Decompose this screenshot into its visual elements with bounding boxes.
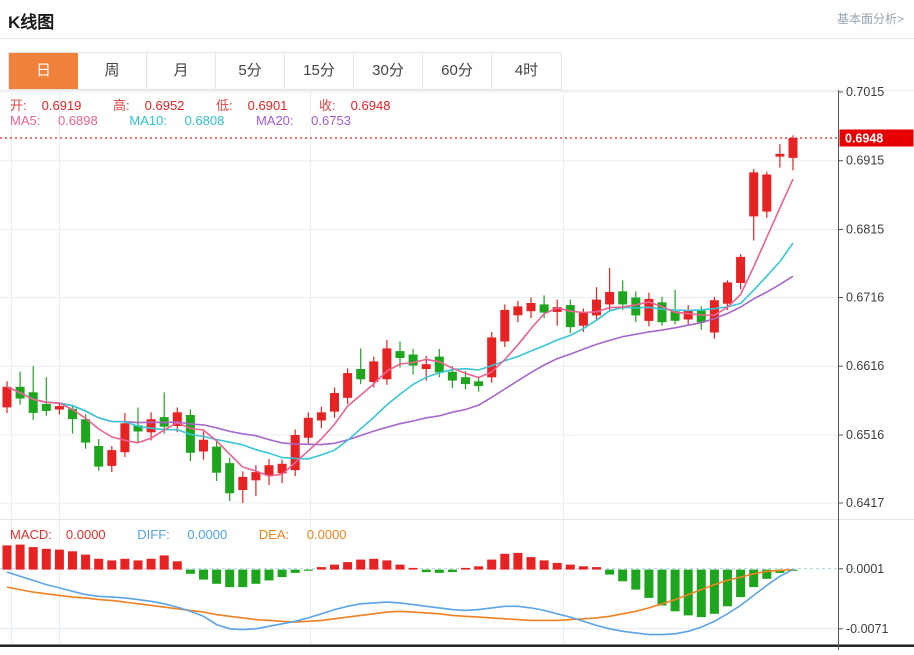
dea-line: [6, 568, 794, 623]
ma20-line: [6, 275, 794, 446]
high-value: 0.6952: [144, 98, 185, 113]
price-axis-label: 0.6616: [846, 359, 884, 373]
header-divider: [0, 38, 914, 39]
diff-line: [6, 568, 794, 636]
price-axis-label: 0.6417: [846, 496, 884, 510]
tab-4hour[interactable]: 4时: [492, 53, 561, 89]
diff-value-legend: DIFF: 0.0000: [137, 527, 228, 542]
macd-axis-label: -0.0071: [846, 622, 888, 636]
macd-axis-label: 0.0001: [846, 562, 884, 576]
tab-60min[interactable]: 60分: [423, 53, 492, 89]
panel-borders: [0, 90, 914, 647]
ma5-line: [6, 178, 794, 477]
svg-text:0.6948: 0.6948: [845, 132, 883, 146]
tab-15min[interactable]: 15分: [285, 53, 354, 89]
current-price-tag: 0.6948: [839, 129, 914, 147]
tab-month[interactable]: 月: [147, 53, 216, 89]
ma-legend: MA5: 0.6898 MA10: 0.6808 MA20: 0.6753: [10, 113, 379, 128]
ma10-line: [6, 242, 794, 460]
close-value: 0.6948: [350, 98, 391, 113]
tab-30min[interactable]: 30分: [354, 53, 423, 89]
close-label: 收:: [319, 98, 336, 113]
price-axis-label: 0.7015: [846, 85, 884, 99]
price-axis-label: 0.6815: [846, 223, 884, 237]
high-label: 高:: [113, 98, 130, 113]
price-axis-label: 0.6915: [846, 154, 884, 168]
price-gridlines: [0, 91, 838, 504]
ohlc-legend: 开: 0.6919 高: 0.6952 低: 0.6901 收: 0.6948: [10, 95, 418, 114]
ma20-legend: MA20: 0.6753: [255, 113, 351, 128]
low-value: 0.6901: [247, 98, 288, 113]
price-axis-label: 0.6716: [846, 291, 884, 305]
price-axis: 0.7015 0.6915 0.6815 0.6716 0.6616 0.6516 0.64…: [838, 85, 914, 650]
ma10-legend: MA10: 0.6808: [129, 113, 225, 128]
ma5-legend: MA5: 0.6898: [10, 113, 98, 128]
candles-group: [2, 135, 798, 503]
macd-legend: MACD: 0.0000 DIFF: 0.0000 DEA: 0.0000: [10, 527, 375, 542]
fundamental-analysis-link[interactable]: 基本面分析>: [836, 12, 904, 26]
tab-day[interactable]: 日: [9, 53, 78, 89]
macd-histogram: [2, 544, 798, 618]
period-tabs: 日周月 5分 15分 30分 60分 4时: [8, 52, 562, 90]
tab-week[interactable]: 周: [78, 53, 147, 89]
open-legend: 开: 0.6919: [10, 98, 95, 113]
close-legend: 收: 0.6948: [319, 98, 404, 113]
page-title: K线图: [8, 13, 55, 32]
open-label: 开:: [10, 98, 27, 113]
low-label: 低:: [216, 98, 233, 113]
tab-5min[interactable]: 5分: [216, 53, 285, 89]
macd-value-legend: MACD: 0.0000: [10, 527, 106, 542]
price-axis-label: 0.6516: [846, 428, 884, 442]
time-axis-line: [0, 644, 914, 647]
dea-value-legend: DEA: 0.0000: [258, 527, 347, 542]
open-value: 0.6919: [41, 98, 82, 113]
high-legend: 高: 0.6952: [113, 98, 198, 113]
low-legend: 低: 0.6901: [216, 98, 301, 113]
